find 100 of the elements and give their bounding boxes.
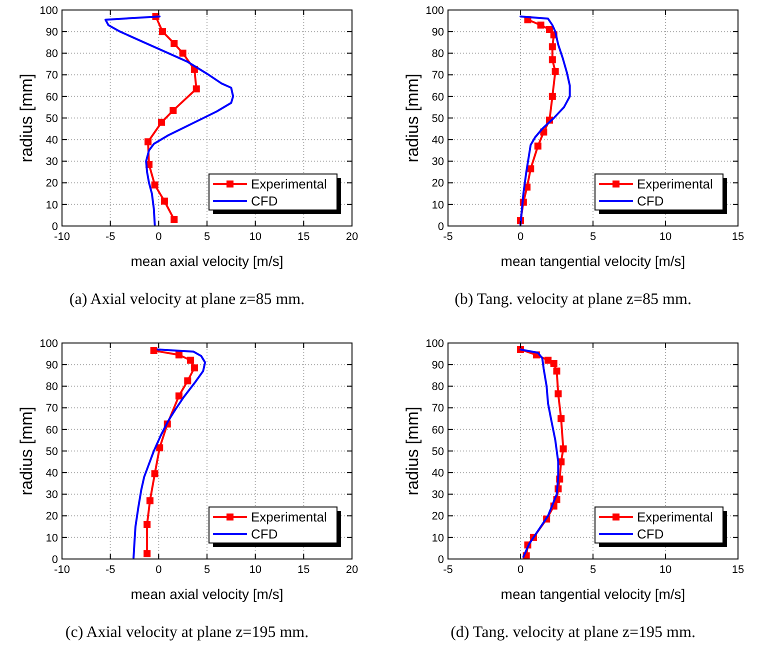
- x-tick-label: 15: [298, 564, 310, 576]
- y-axis-title: radius [mm]: [17, 406, 36, 496]
- y-tick-label: 70: [432, 402, 444, 415]
- y-tick-label: 10: [46, 199, 58, 212]
- x-tick-label: 0: [517, 564, 524, 576]
- x-tick-label: 10: [659, 231, 672, 243]
- y-tick-label: 100: [40, 338, 58, 350]
- legend-label: CFD: [251, 526, 278, 542]
- y-axis-title: radius [mm]: [17, 74, 36, 162]
- point: [170, 40, 178, 47]
- legend-label: CFD: [637, 194, 664, 209]
- y-tick-label: 90: [432, 26, 444, 38]
- x-tick-label: 20: [346, 564, 358, 576]
- y-tick-label: 40: [432, 467, 444, 480]
- y-tick-label: 40: [432, 134, 444, 146]
- y-tick-label: 40: [46, 467, 58, 480]
- text: (d) Tang. velocity at plane z=195 mm.: [450, 624, 696, 641]
- x-tick-label: 0: [156, 231, 162, 243]
- y-tick-label: 0: [52, 554, 58, 566]
- x-tick-label: -10: [54, 564, 70, 576]
- point: [537, 22, 544, 29]
- y-tick-label: 30: [432, 156, 444, 168]
- x-axis-title: mean axial velocity [m/s]: [130, 253, 284, 269]
- point: [554, 390, 562, 398]
- y-tick-label: 0: [52, 220, 58, 233]
- x-tick-label: -5: [443, 231, 453, 243]
- y-tick-label: 70: [46, 70, 58, 82]
- y-tick-label: 80: [432, 48, 444, 60]
- point: [190, 364, 198, 372]
- y-tick-label: 70: [432, 70, 444, 82]
- x-axis-title: mean axial velocity [m/s]: [130, 586, 284, 602]
- y-tick-label: 10: [432, 199, 444, 212]
- point: [175, 351, 182, 358]
- y-tick-label: 10: [432, 532, 444, 544]
- point: [170, 106, 177, 114]
- point: [548, 56, 556, 64]
- point: [534, 142, 542, 150]
- y-tick-label: 50: [432, 446, 444, 458]
- point: [179, 50, 186, 57]
- y-tick-label: 100: [426, 338, 444, 350]
- y-tick-label: 30: [432, 489, 444, 502]
- x-tick-label: -10: [54, 231, 70, 243]
- y-tick-label: 80: [46, 48, 58, 60]
- text: (b) Tang. velocity at plane z=85 mm.: [454, 291, 692, 308]
- x-tick-label: 10: [249, 564, 262, 576]
- y-tick-label: 60: [432, 424, 444, 436]
- x-tick-label: 5: [204, 564, 210, 576]
- y-tick-label: 60: [46, 424, 58, 436]
- point: [184, 377, 192, 384]
- point: [558, 415, 565, 422]
- y-tick-label: 50: [46, 112, 58, 125]
- point: [548, 43, 556, 50]
- legend-label: Experimental: [637, 176, 713, 192]
- y-tick-label: 40: [46, 134, 58, 146]
- point: [150, 347, 158, 354]
- y-axis-title: radius [mm]: [403, 74, 422, 162]
- text: (c) Axial velocity at plane z=195 mm.: [65, 624, 309, 641]
- x-tick-label: 5: [590, 564, 596, 576]
- y-tick-label: 90: [46, 359, 58, 372]
- point: [160, 198, 168, 205]
- y-tick-label: 50: [432, 112, 444, 125]
- x-tick-label: 15: [732, 231, 744, 243]
- point: [151, 181, 158, 188]
- point: [146, 497, 154, 504]
- point: [187, 356, 194, 364]
- legend-label: Experimental: [251, 176, 327, 192]
- x-tick-label: -5: [105, 231, 116, 243]
- x-tick-label: 15: [298, 231, 310, 243]
- point: [144, 550, 151, 558]
- point: [170, 216, 178, 224]
- y-tick-label: 100: [40, 4, 58, 17]
- legend-label: Experimental: [251, 510, 327, 525]
- y-tick-label: 30: [46, 489, 58, 502]
- x-tick-label: 15: [732, 564, 744, 576]
- y-tick-label: 80: [46, 381, 58, 394]
- legend-label: Experimental: [637, 510, 713, 525]
- y-axis-title: radius [mm]: [403, 406, 422, 496]
- line-series: [132, 348, 206, 559]
- point: [175, 392, 182, 400]
- y-tick-label: 100: [426, 4, 444, 17]
- x-tick-label: 20: [346, 231, 358, 243]
- x-axis-title: mean tangential velocity [m/s]: [500, 253, 686, 269]
- point: [192, 85, 200, 92]
- point: [544, 356, 552, 364]
- y-tick-label: 50: [46, 446, 58, 458]
- x-tick-label: 0: [156, 564, 162, 576]
- x-axis-title: mean tangential velocity [m/s]: [500, 586, 686, 602]
- legend-label: CFD: [637, 526, 664, 542]
- point: [560, 445, 567, 452]
- point: [552, 68, 559, 76]
- y-tick-label: 20: [46, 178, 58, 190]
- x-tick-label: 10: [249, 231, 262, 243]
- y-tick-label: 0: [438, 554, 444, 566]
- y-tick-label: 90: [432, 359, 444, 372]
- y-tick-label: 0: [438, 220, 444, 233]
- point: [159, 28, 166, 36]
- text: (a) Axial velocity at plane z=85 mm.: [69, 291, 305, 308]
- y-tick-label: 20: [432, 178, 444, 190]
- y-tick-label: 60: [46, 91, 58, 104]
- x-tick-label: 0: [517, 231, 524, 243]
